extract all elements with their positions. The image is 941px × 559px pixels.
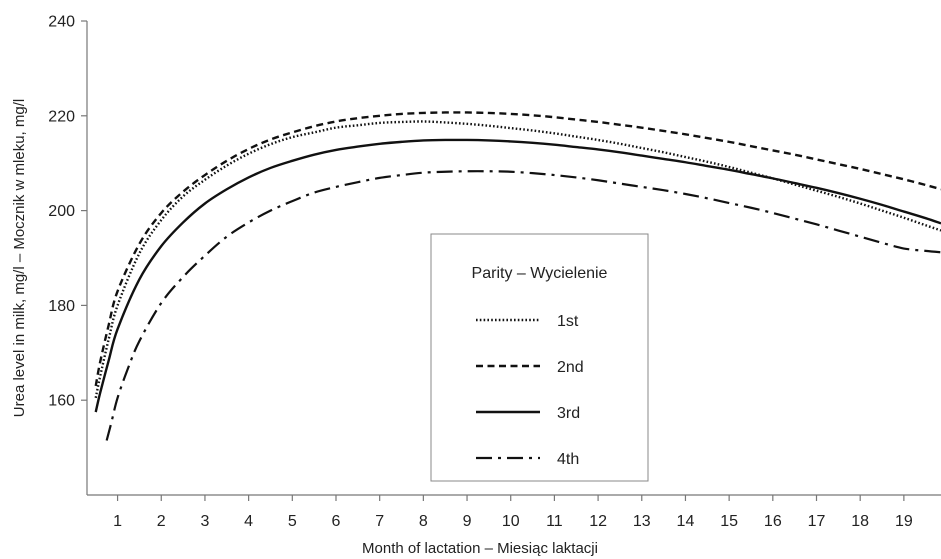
x-tick-label: 8 (419, 513, 428, 530)
x-tick-label: 12 (589, 513, 607, 530)
legend-box (430, 233, 649, 482)
legend-label-1st: 1st (557, 313, 579, 330)
x-tick-label: 14 (677, 513, 695, 530)
y-tick-label: 200 (48, 203, 75, 220)
x-tick-label: 4 (244, 513, 253, 530)
x-tick-label: 3 (200, 513, 209, 530)
series-line-2nd (94, 111, 941, 387)
x-tick-label: 11 (546, 513, 563, 530)
x-tick-label: 2 (157, 513, 166, 530)
x-tick-label: 10 (502, 513, 520, 530)
legend-label-3rd: 3rd (557, 405, 580, 422)
x-tick-label: 17 (808, 513, 826, 530)
x-tick-label: 18 (851, 513, 869, 530)
legend: Parity – Wycielenie 1st 2nd 3rd 4th (430, 233, 649, 482)
x-tick-label: 19 (895, 513, 913, 530)
y-tick-label: 240 (48, 14, 75, 31)
series-lines (94, 111, 941, 441)
y-tick-label: 220 (48, 108, 75, 125)
legend-label-2nd: 2nd (557, 359, 584, 376)
legend-title: Parity – Wycielenie (472, 265, 608, 282)
x-tick-label: 13 (633, 513, 651, 530)
legend-label-4th: 4th (557, 451, 579, 468)
y-tick-label: 160 (48, 393, 75, 410)
x-tick-label: 1 (113, 513, 122, 530)
x-tick-label: 9 (463, 513, 472, 530)
x-tick-label: 16 (764, 513, 782, 530)
x-tick-label: 15 (720, 513, 738, 530)
y-tick-label: 180 (48, 298, 75, 315)
x-axis-label: Month of lactation – Miesiąc laktacji (362, 540, 598, 557)
series-line-3rd (94, 138, 941, 413)
series-line-4th (105, 170, 941, 441)
y-axis-label: Urea level in milk, mg/l – Mocznik w mle… (11, 99, 28, 417)
x-tick-label: 6 (332, 513, 341, 530)
x-tick-label: 5 (288, 513, 297, 530)
x-tick-label: 7 (375, 513, 384, 530)
